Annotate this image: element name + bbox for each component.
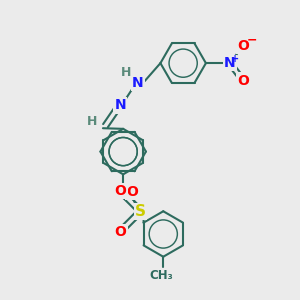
Text: S: S <box>135 204 146 219</box>
Text: O: O <box>237 74 249 88</box>
Text: O: O <box>115 225 127 239</box>
Text: N: N <box>224 56 236 70</box>
Text: N: N <box>115 98 126 112</box>
Text: +: + <box>231 54 239 64</box>
Text: H: H <box>121 66 131 79</box>
Text: O: O <box>237 39 249 53</box>
Text: N: N <box>132 76 143 90</box>
Text: O: O <box>126 185 138 199</box>
Text: O: O <box>115 184 127 198</box>
Text: CH₃: CH₃ <box>150 269 174 282</box>
Text: −: − <box>246 34 257 47</box>
Text: H: H <box>87 115 97 128</box>
